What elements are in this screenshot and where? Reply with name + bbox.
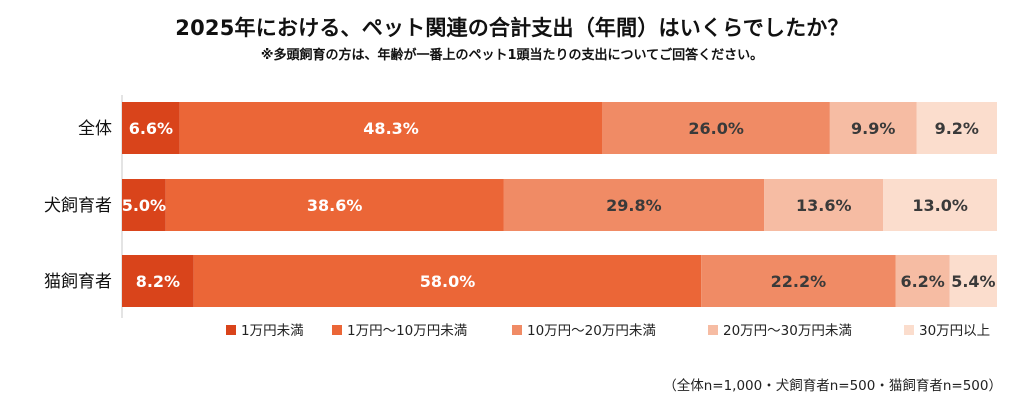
bar-segment [883, 179, 997, 231]
legend-label: 1万円～10万円未満 [347, 323, 467, 339]
data-label: 13.0% [912, 196, 968, 215]
bar-segment [916, 102, 997, 154]
data-label: 8.2% [136, 272, 180, 291]
bar-segment [829, 102, 917, 154]
legend-swatch [332, 325, 342, 335]
category-label: 全体 [78, 119, 112, 139]
data-label: 48.3% [363, 119, 419, 138]
bar-segment [503, 179, 765, 231]
category-label: 猫飼育者 [44, 272, 112, 292]
bar-segment [602, 102, 830, 154]
data-label: 6.2% [900, 272, 944, 291]
legend-swatch [708, 325, 718, 335]
data-label: 9.2% [935, 119, 979, 138]
legend-label: 1万円未満 [241, 323, 304, 339]
data-label: 13.6% [796, 196, 852, 215]
bar-segment [122, 102, 180, 154]
data-label: 58.0% [420, 272, 476, 291]
sample-size-note: （全体n=1,000・犬飼育者n=500・猫飼育者n=500） [663, 378, 1002, 394]
chart-title: 2025年における、ペット関連の合計支出（年間）はいくらでしたか？ [175, 16, 849, 40]
data-label: 5.4% [951, 272, 995, 291]
legend-swatch [904, 325, 914, 335]
category-label: 犬飼育者 [44, 196, 112, 216]
data-label: 9.9% [851, 119, 895, 138]
legend-swatch [226, 325, 236, 335]
data-label: 22.2% [771, 272, 827, 291]
bar-segment [122, 255, 194, 307]
data-label: 6.6% [129, 119, 173, 138]
bar-segment [949, 255, 997, 307]
legend-label: 10万円～20万円未満 [527, 323, 656, 339]
data-label: 26.0% [688, 119, 744, 138]
legend-swatch [512, 325, 522, 335]
bar-segment [193, 255, 702, 307]
bar-segment [701, 255, 896, 307]
legend-label: 30万円以上 [919, 323, 990, 339]
bar-segment [895, 255, 950, 307]
data-label: 5.0% [122, 196, 166, 215]
bar-segment [165, 179, 504, 231]
bar-segment [122, 179, 166, 231]
data-label: 38.6% [307, 196, 363, 215]
bar-segment [179, 102, 603, 154]
data-label: 29.8% [606, 196, 662, 215]
chart-subtitle: ※多頭飼育の方は、年齢が一番上のペット1頭当たりの支出についてご回答ください。 [260, 48, 764, 63]
bar-segment [764, 179, 884, 231]
legend-label: 20万円～30万円未満 [723, 323, 852, 339]
